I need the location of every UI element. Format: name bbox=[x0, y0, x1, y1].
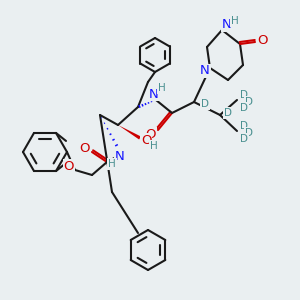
Text: D: D bbox=[240, 134, 248, 144]
Text: D: D bbox=[201, 99, 209, 109]
Text: O: O bbox=[141, 134, 151, 146]
Text: D: D bbox=[240, 103, 248, 113]
Text: O: O bbox=[80, 142, 90, 154]
Text: H: H bbox=[231, 16, 239, 26]
Text: O: O bbox=[146, 128, 156, 140]
Text: N: N bbox=[222, 19, 232, 32]
Polygon shape bbox=[118, 125, 141, 140]
Text: N: N bbox=[149, 88, 159, 100]
Text: D: D bbox=[224, 108, 232, 118]
Text: D: D bbox=[240, 121, 248, 131]
Text: D: D bbox=[245, 97, 253, 107]
Text: H: H bbox=[150, 141, 158, 151]
Text: O: O bbox=[257, 34, 267, 46]
Text: N: N bbox=[115, 149, 125, 163]
Text: H: H bbox=[158, 83, 166, 93]
Text: D: D bbox=[240, 90, 248, 100]
Text: H: H bbox=[108, 159, 116, 169]
Text: N: N bbox=[200, 64, 210, 77]
Text: O: O bbox=[64, 160, 74, 172]
Text: D: D bbox=[245, 128, 253, 138]
